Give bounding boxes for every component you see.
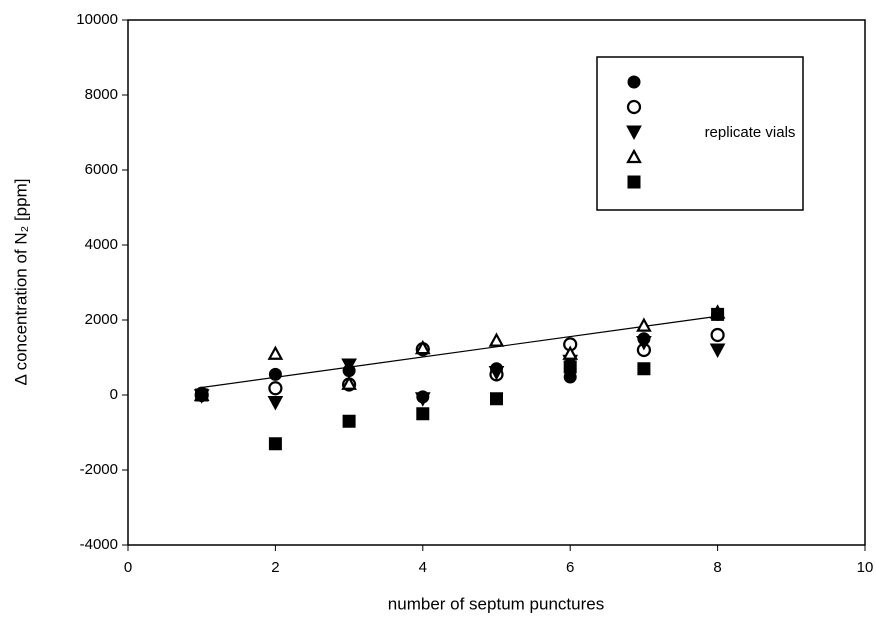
data-point: [341, 375, 357, 390]
y-tick-label: 2000: [85, 311, 118, 328]
x-axis-label: number of septum punctures: [388, 594, 604, 613]
data-point: [488, 332, 505, 347]
legend-marker: [626, 125, 642, 141]
data-point: [268, 381, 283, 396]
y-tick-label: 8000: [85, 86, 118, 103]
data-point: [563, 360, 577, 374]
data-point: [416, 407, 430, 421]
y-tick-label: 0: [110, 386, 118, 403]
x-tick-label: 2: [271, 559, 279, 576]
data-point: [711, 307, 725, 321]
y-axis-label: Δ concentration of N₂ [ppm]: [11, 179, 30, 386]
data-point: [341, 358, 357, 374]
data-point: [562, 345, 579, 360]
legend-label: replicate vials: [705, 124, 796, 141]
data-point: [267, 396, 284, 411]
x-tick-label: 8: [713, 559, 721, 576]
y-tick-label: -4000: [80, 536, 118, 553]
legend-marker: [627, 75, 641, 89]
y-tick-label: -2000: [80, 461, 118, 478]
data-point: [490, 392, 503, 406]
y-tick-label: 4000: [85, 236, 118, 253]
data-point: [636, 317, 652, 332]
x-tick-label: 4: [419, 559, 427, 576]
data-point: [268, 367, 282, 381]
x-tick-label: 10: [857, 559, 874, 576]
data-point: [267, 345, 284, 360]
legend-marker: [627, 175, 641, 189]
data-point: [710, 327, 725, 343]
data-point: [488, 366, 505, 381]
x-tick-label: 0: [124, 559, 132, 576]
trendline: [201, 315, 718, 389]
data-point: [709, 343, 726, 359]
data-point: [414, 339, 431, 355]
data-point: [342, 414, 356, 428]
data-point: [637, 362, 651, 376]
legend-marker: [626, 148, 642, 164]
legend-marker: [626, 99, 642, 115]
plot-frame: [127, 19, 866, 546]
data-point: [195, 388, 209, 402]
data-point: [268, 437, 282, 451]
data-point: [636, 336, 652, 351]
data-point: [414, 392, 431, 407]
y-tick-label: 10000: [76, 11, 118, 28]
x-tick-label: 6: [566, 559, 574, 576]
y-tick-label: 6000: [85, 161, 118, 178]
